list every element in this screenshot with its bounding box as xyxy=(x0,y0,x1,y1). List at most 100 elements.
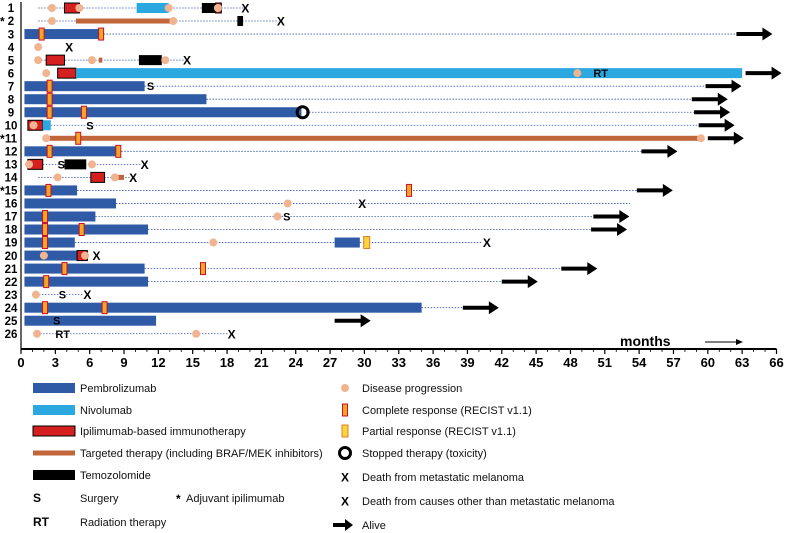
death-marker: X xyxy=(228,327,236,341)
legend-item-adjuvant: * Adjuvant ipilimumab xyxy=(176,492,284,506)
progression-marker xyxy=(39,251,48,260)
bar-pembrolizumab xyxy=(24,250,78,261)
patient-row-3: 3 xyxy=(8,27,773,41)
legend-label: Temozolomide xyxy=(80,470,151,482)
legend-swatch xyxy=(33,470,75,480)
x-tick-label: 48 xyxy=(563,355,577,370)
complete-response-marker xyxy=(98,27,105,41)
alive-arrow xyxy=(334,314,371,328)
complete-response-marker xyxy=(43,275,50,289)
legend-symbol xyxy=(341,424,349,438)
x-tick-label: 54 xyxy=(632,355,647,370)
x-tick-label: 3 xyxy=(52,355,59,370)
complete-response-marker xyxy=(42,209,49,223)
progression-marker xyxy=(53,173,62,182)
legend-swatch xyxy=(33,405,75,415)
bar-pembrolizumab xyxy=(24,107,302,118)
row-label: 19 xyxy=(5,238,18,250)
x-tick-label: 57 xyxy=(666,355,680,370)
bar-targeted xyxy=(46,135,701,141)
legend-item-death: X Death from metastatic melanoma xyxy=(341,471,525,485)
death-marker: X xyxy=(483,236,491,250)
surgery-marker: S xyxy=(147,81,154,93)
row-label: 11 xyxy=(5,134,18,146)
alive-arrow xyxy=(591,223,628,237)
complete-response-marker xyxy=(46,144,53,158)
progression-marker xyxy=(42,69,51,78)
alive-arrow xyxy=(698,118,735,132)
patient-row-18: 18 xyxy=(5,223,628,237)
bar-pembrolizumab xyxy=(24,146,119,157)
bar-targeted xyxy=(98,57,103,63)
row-label: 3 xyxy=(8,29,14,41)
alive-arrow xyxy=(736,27,773,41)
row-label: 14 xyxy=(5,173,18,185)
surgery-marker: S xyxy=(283,211,290,223)
x-tick-label: 45 xyxy=(529,355,543,370)
bar-pembrolizumab xyxy=(24,198,117,209)
legend-label: Stopped therapy (toxicity) xyxy=(362,448,487,460)
x-tick-label: 24 xyxy=(288,355,303,370)
bar-ipilimumab xyxy=(57,67,77,79)
legend-symbol: * xyxy=(176,492,181,506)
complete-response-marker xyxy=(42,301,49,315)
patient-row-16: 16 X xyxy=(5,197,630,211)
bar-temozolomide xyxy=(201,3,216,13)
x-tick-label: 21 xyxy=(254,355,268,370)
progression-marker xyxy=(161,56,170,65)
bar-pembrolizumab xyxy=(24,276,149,287)
legend-label: Complete response (RECIST v1.1) xyxy=(362,405,532,417)
x-axis: 0 3 6 9 12 15 18 21 24 27 30 33 36 39 42 45 48 51 54 57 60 63… xyxy=(17,2,784,370)
bar-pembrolizumab xyxy=(24,94,207,105)
x-tick-label: 33 xyxy=(392,355,406,370)
row-label: 18 xyxy=(5,225,18,237)
partial-response-marker xyxy=(363,236,371,250)
legend-symbol: RT xyxy=(33,515,50,529)
progression-marker xyxy=(192,329,201,338)
surgery-marker: S xyxy=(59,290,66,302)
legend-swatch xyxy=(33,450,75,456)
row-label: 17 xyxy=(5,212,18,224)
patient-row-20: 20 X xyxy=(5,249,101,263)
death-marker: X xyxy=(93,249,101,263)
legend-label: Death from metastatic melanoma xyxy=(362,472,525,484)
legend-symbol xyxy=(333,519,353,531)
complete-response-marker xyxy=(101,301,108,315)
legend-label: Surgery xyxy=(80,493,119,505)
row-label: 23 xyxy=(5,290,18,302)
complete-response-marker xyxy=(46,79,53,93)
x-tick-label: 18 xyxy=(220,355,234,370)
complete-response-marker xyxy=(38,27,45,41)
row-label: 15 xyxy=(5,186,18,198)
surgery-marker: S xyxy=(58,159,65,171)
progression-marker xyxy=(213,4,222,12)
alive-arrow xyxy=(636,183,673,197)
adjuvant-marker: * xyxy=(0,184,5,198)
progression-marker xyxy=(110,173,119,182)
alive-arrow xyxy=(462,301,499,315)
legend-item-progression: Disease progression xyxy=(341,383,462,395)
complete-response-marker xyxy=(45,183,52,197)
bar-pembrolizumab xyxy=(24,302,422,313)
legend-symbol: X xyxy=(341,495,349,509)
legend-item-stopped: Stopped therapy (toxicity) xyxy=(338,446,487,460)
progression-marker xyxy=(164,4,173,12)
axis-title-arrow-head xyxy=(736,339,743,345)
adjuvant-marker: * xyxy=(0,15,5,29)
x-tick-label: 63 xyxy=(735,355,749,370)
progression-marker xyxy=(283,199,292,208)
bar-ipilimumab xyxy=(45,54,65,66)
surgery-marker: S xyxy=(53,316,60,328)
radiation-marker: RT xyxy=(55,329,70,341)
complete-response-marker xyxy=(200,262,207,276)
bar-temozolomide xyxy=(64,159,87,170)
bar-targeted xyxy=(75,18,174,24)
death-marker: X xyxy=(241,2,249,16)
progression-marker xyxy=(34,43,43,52)
progression-marker xyxy=(47,17,56,26)
x-tick-label: 36 xyxy=(426,355,440,370)
patient-row-26: 26 RT X xyxy=(5,327,236,341)
row-label: 24 xyxy=(5,303,18,315)
